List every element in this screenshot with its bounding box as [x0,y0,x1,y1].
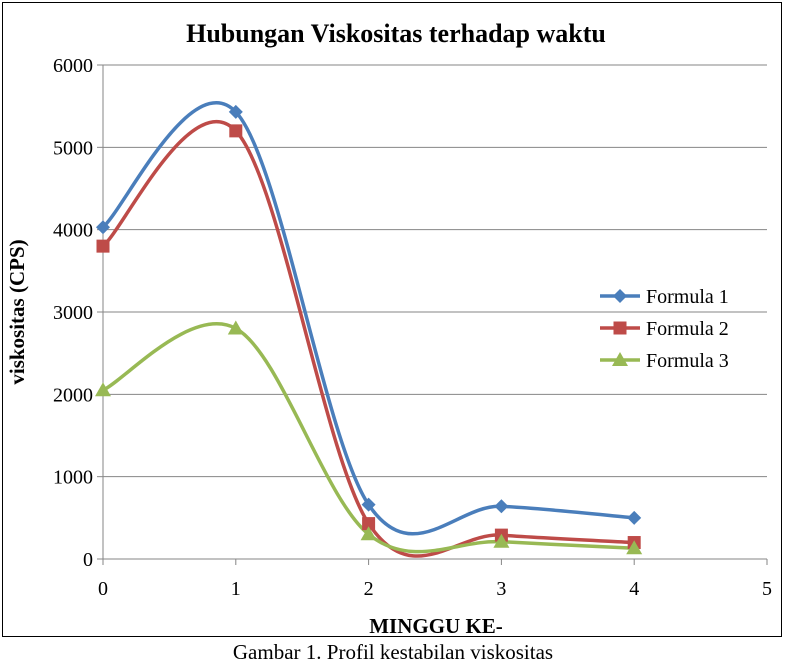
x-tick-label: 1 [231,578,241,600]
y-tick-label: 5000 [53,137,93,159]
legend-label-formula-2: Formula 2 [646,318,729,340]
chart-frame [2,2,782,637]
legend-marker-formula-3 [612,352,628,366]
series-layer [101,101,635,558]
data-point-formula-1 [228,104,243,119]
x-tick-label: 3 [496,578,506,600]
axis-layer: 0 1000 2000 3000 4000 5000 6000 0 1 2 3 4 5 [53,55,772,600]
x-tick-label: 5 [762,578,772,600]
figure-caption: Gambar 1. Profil kestabilan viskositas [232,640,554,664]
data-point-formula-3 [95,382,111,397]
legend-marker-formula-1 [613,289,627,303]
data-point-formula-1 [361,497,376,512]
marker-layer [95,104,643,555]
legend-marker-formula-2 [613,321,627,335]
data-point-formula-3 [227,320,244,335]
x-tick-label: 0 [98,578,108,600]
x-tick-label: 4 [629,578,639,600]
y-tick-label: 2000 [53,384,93,406]
data-point-formula-2 [229,124,243,138]
y-tick-label: 4000 [53,220,93,242]
x-tick-label: 2 [364,578,374,600]
data-point-formula-2 [362,517,376,531]
legend-label-formula-3: Formula 3 [646,350,729,372]
data-point-formula-3 [626,540,643,555]
series-line-formula-3 [102,322,635,554]
data-point-formula-1 [96,220,110,235]
data-point-formula-1 [627,510,642,525]
y-axis-title: viskositas (CPS) [5,239,29,384]
y-tick-label: 6000 [53,55,93,77]
y-tick-label: 3000 [53,302,93,324]
data-point-formula-1 [494,499,509,514]
chart-svg: 0 1000 2000 3000 4000 5000 6000 0 1 2 3 4 5 Hubungan… [5,19,772,638]
y-tick-label: 0 [83,549,93,571]
series-line-formula-1 [101,101,635,536]
grid-layer [103,64,767,478]
data-point-formula-3 [360,526,377,541]
y-tick-label: 1000 [53,467,93,489]
legend: Formula 1 Formula 2 Formula 3 [600,286,729,372]
chart-title: Hubungan Viskositas terhadap waktu [186,19,606,48]
data-point-formula-3 [493,533,510,548]
legend-label-formula-1: Formula 1 [646,286,729,308]
x-axis-title: MINGGU KE- [369,614,503,638]
series-line-formula-2 [101,120,635,558]
data-point-formula-2 [96,239,110,253]
